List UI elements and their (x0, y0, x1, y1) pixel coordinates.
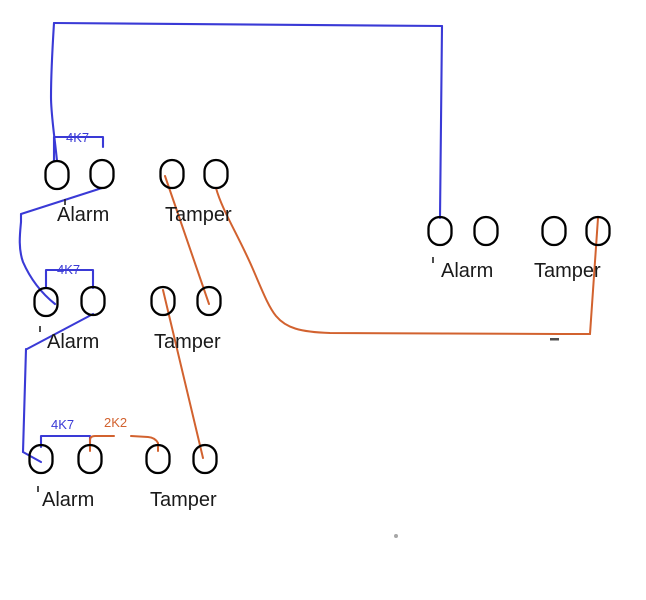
svg-text:Tamper: Tamper (534, 260, 601, 282)
svg-text:Tamper: Tamper (165, 204, 232, 226)
svg-text:Alarm: Alarm (42, 489, 94, 511)
svg-text:4K7: 4K7 (66, 130, 89, 145)
svg-text:Tamper: Tamper (150, 489, 217, 511)
svg-text:2K2: 2K2 (104, 415, 127, 430)
svg-text:Alarm: Alarm (47, 331, 99, 353)
svg-text:4K7: 4K7 (57, 262, 80, 277)
svg-text:Alarm: Alarm (441, 260, 493, 282)
svg-text:Tamper: Tamper (154, 331, 221, 353)
svg-text:Alarm: Alarm (57, 204, 109, 226)
svg-text:4K7: 4K7 (51, 417, 74, 432)
